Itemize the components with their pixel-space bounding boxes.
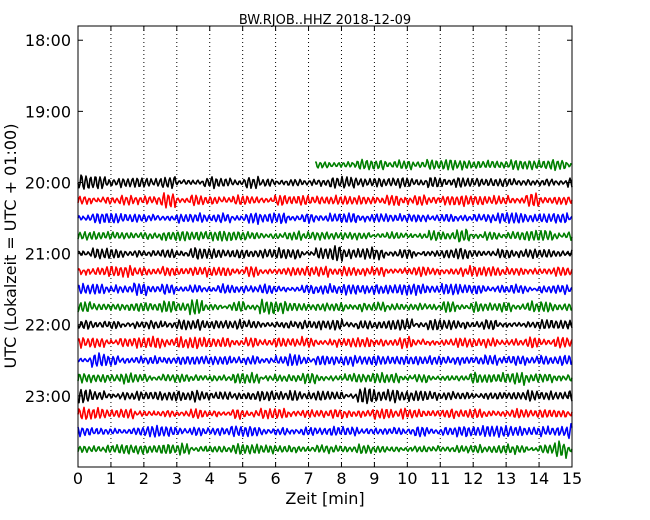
y-tick-label: 20:00 bbox=[25, 173, 71, 192]
trace-line bbox=[77, 318, 573, 331]
trace-line bbox=[77, 192, 573, 209]
x-tick-label: 0 bbox=[73, 469, 83, 488]
y-tick-label: 21:00 bbox=[25, 245, 71, 264]
plot-frame bbox=[77, 25, 573, 468]
x-tick-label: 13 bbox=[496, 469, 516, 488]
x-axis-title: Zeit [min] bbox=[285, 489, 364, 508]
y-axis-ticks: 18:00 19:00 20:00 21:00 22:00 23:00 bbox=[25, 31, 572, 406]
trace-line bbox=[78, 335, 573, 350]
trace-line bbox=[77, 387, 573, 405]
trace-line bbox=[77, 371, 573, 386]
x-tick-label: 5 bbox=[238, 469, 248, 488]
x-tick-label: 7 bbox=[303, 469, 313, 488]
trace-line bbox=[77, 212, 573, 225]
trace-line bbox=[77, 228, 573, 243]
x-tick-label: 9 bbox=[369, 469, 379, 488]
trace-line bbox=[77, 264, 573, 278]
x-tick-label: 1 bbox=[106, 469, 116, 488]
y-tick-label: 22:00 bbox=[25, 316, 71, 335]
x-tick-label: 11 bbox=[430, 469, 450, 488]
trace-line bbox=[77, 406, 573, 420]
trace-line bbox=[77, 423, 573, 440]
trace-line bbox=[315, 158, 572, 172]
x-tick-label: 14 bbox=[529, 469, 549, 488]
x-tick-label: 4 bbox=[205, 469, 215, 488]
x-tick-label: 15 bbox=[562, 469, 582, 488]
x-tick-label: 12 bbox=[463, 469, 483, 488]
x-tick-label: 3 bbox=[172, 469, 182, 488]
x-tick-label: 10 bbox=[397, 469, 417, 488]
trace-line bbox=[77, 282, 573, 297]
y-axis-title: UTC (Lokalzeit = UTC + 01:00) bbox=[1, 124, 20, 369]
y-tick-label: 23:00 bbox=[25, 387, 71, 406]
trace-line bbox=[77, 298, 573, 316]
seismic-traces bbox=[77, 158, 573, 459]
chart-title: BW.RJOB..HHZ 2018-12-09 bbox=[239, 13, 411, 28]
y-tick-label: 18:00 bbox=[25, 31, 71, 50]
x-tick-label: 8 bbox=[336, 469, 346, 488]
grid-lines bbox=[110, 26, 540, 467]
x-tick-label: 2 bbox=[139, 469, 149, 488]
y-tick-label: 19:00 bbox=[25, 102, 71, 121]
x-axis-ticks: 0 1 2 3 4 5 6 7 8 9 10 11 12 13 14 15 bbox=[73, 26, 582, 488]
trace-line bbox=[77, 174, 573, 190]
x-tick-label: 6 bbox=[271, 469, 281, 488]
trace-line bbox=[77, 440, 573, 459]
trace-line bbox=[77, 352, 573, 368]
trace-line bbox=[77, 245, 573, 262]
